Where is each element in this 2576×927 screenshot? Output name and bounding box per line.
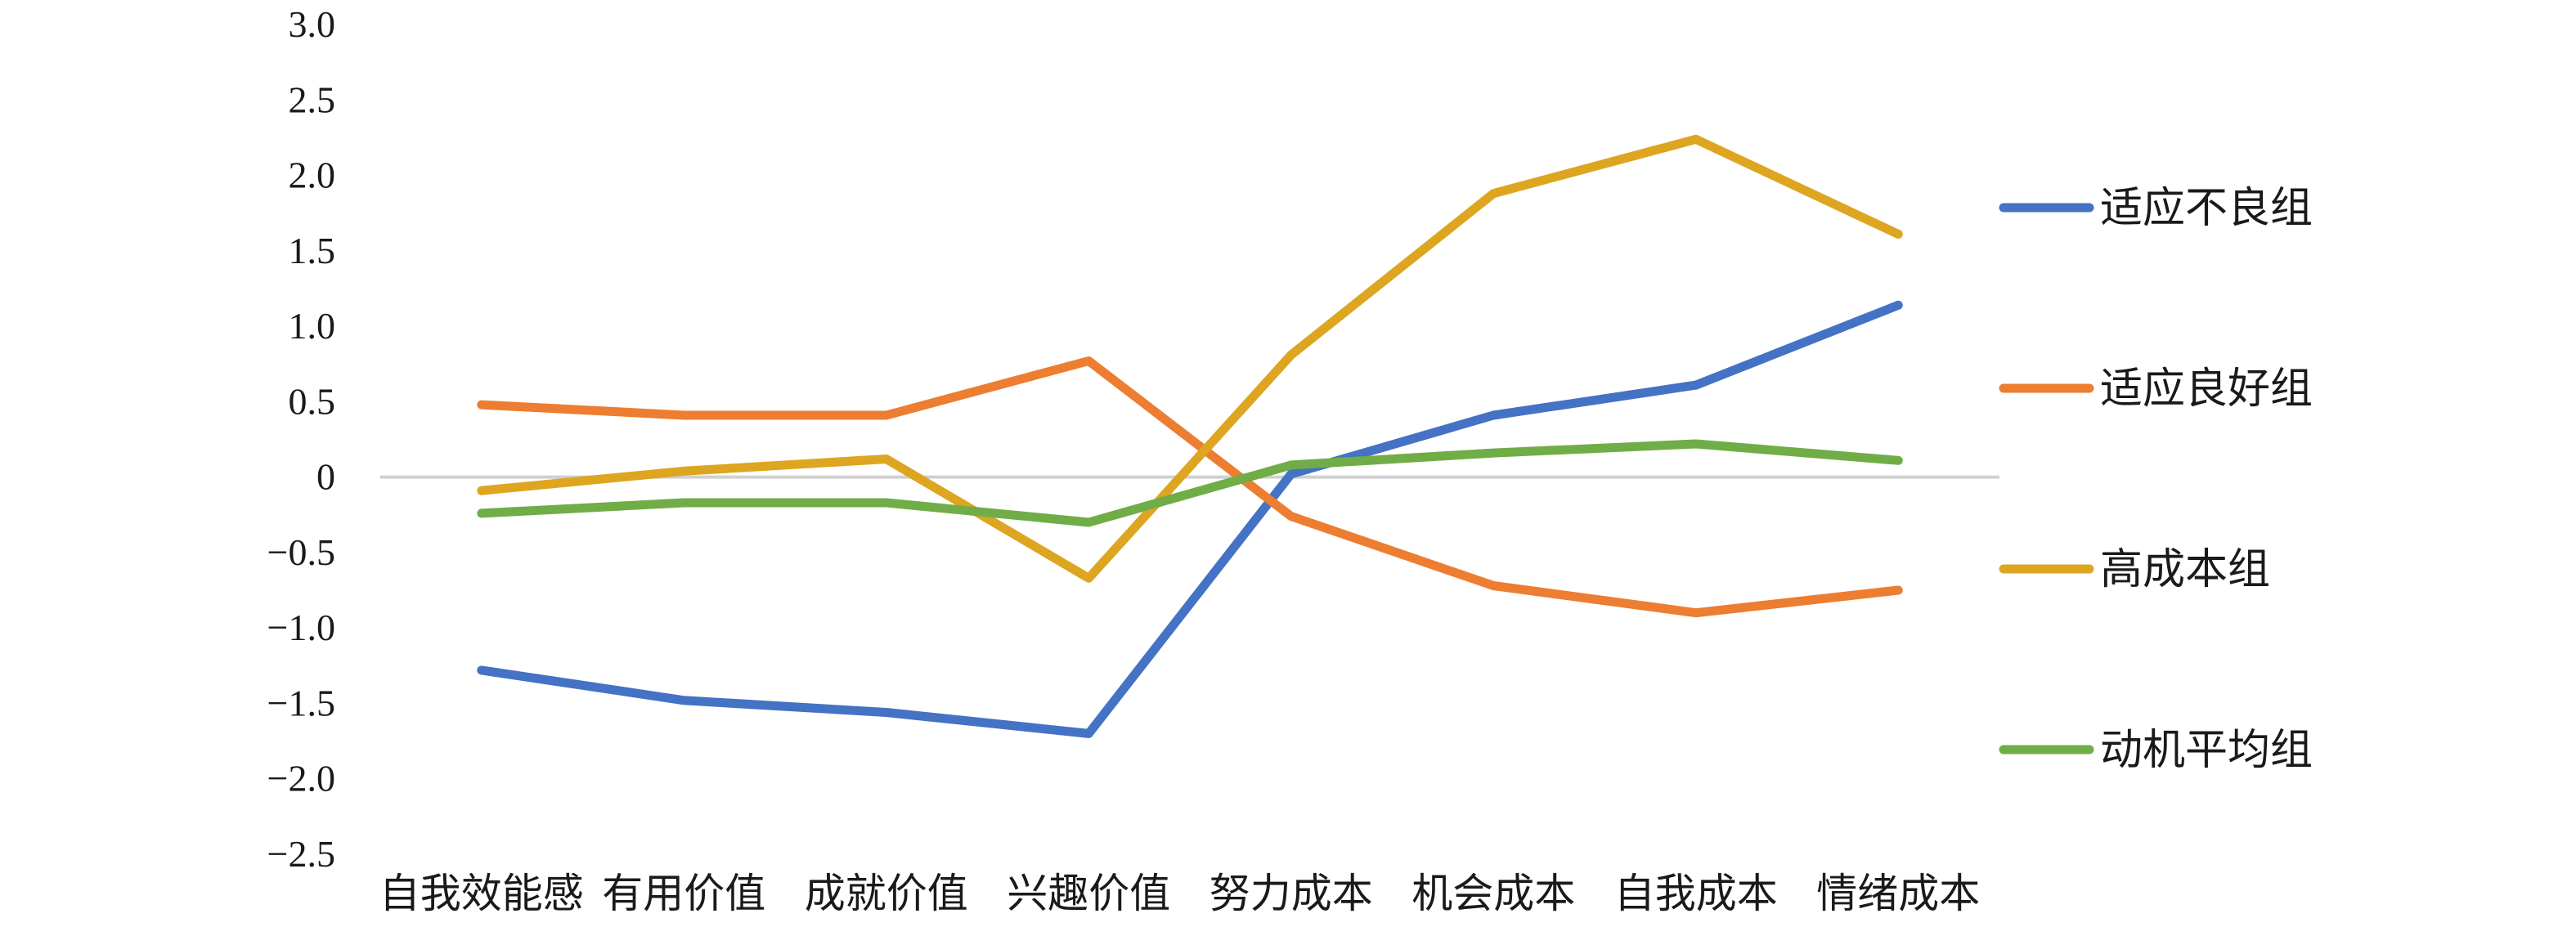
y-tick-label: −0.5 bbox=[267, 531, 335, 573]
x-category-label: 兴趣价值 bbox=[1007, 871, 1170, 916]
x-category-label: 机会成本 bbox=[1411, 871, 1575, 916]
y-tick-label: 1.5 bbox=[289, 230, 336, 271]
x-category-label: 自我成本 bbox=[1614, 871, 1778, 916]
legend-item: 高成本组 bbox=[1999, 547, 2270, 593]
y-tick-label: 1.0 bbox=[289, 305, 336, 347]
legend-label: 高成本组 bbox=[2100, 547, 2270, 593]
y-axis-tick-labels: 3.0 2.5 2.0 1.5 1.0 0.5 0 −0.5 −1.0 −1.5 −2.0 −2.5 bbox=[267, 3, 335, 875]
y-tick-label: −2.5 bbox=[267, 833, 335, 875]
legend-item: 适应良好组 bbox=[1999, 366, 2313, 413]
y-tick-label: 2.5 bbox=[289, 78, 336, 120]
y-tick-label: 2.0 bbox=[289, 154, 336, 196]
y-tick-label: −1.5 bbox=[267, 682, 335, 723]
x-category-label: 情绪成本 bbox=[1816, 871, 1980, 916]
legend-label: 适应不良组 bbox=[2100, 186, 2313, 232]
legend-item: 动机平均组 bbox=[1999, 728, 2313, 774]
y-tick-label: 0.5 bbox=[289, 380, 336, 422]
y-tick-label: −2.0 bbox=[267, 758, 335, 799]
series-line-4 bbox=[477, 439, 1903, 527]
y-tick-label: 3.0 bbox=[289, 3, 336, 45]
legend-label: 适应良好组 bbox=[2100, 366, 2313, 413]
x-category-label: 有用价值 bbox=[602, 871, 765, 916]
y-tick-label: −1.0 bbox=[267, 607, 335, 648]
legend-item: 适应不良组 bbox=[1999, 186, 2313, 232]
series-line-3 bbox=[477, 134, 1903, 583]
series-line-2 bbox=[477, 356, 1903, 618]
x-axis-category-labels: 自我效能感 有用价值 成就价值 兴趣价值 努力成本 机会成本 自我成本 情绪成本 bbox=[379, 871, 1981, 916]
series-lines bbox=[477, 134, 1903, 738]
series-line-1 bbox=[477, 300, 1903, 738]
x-category-label: 自我效能感 bbox=[379, 871, 584, 916]
legend-label: 动机平均组 bbox=[2100, 728, 2313, 774]
x-category-label: 努力成本 bbox=[1209, 871, 1373, 916]
y-tick-label: 0 bbox=[316, 456, 335, 498]
x-category-label: 成就价值 bbox=[805, 871, 968, 916]
